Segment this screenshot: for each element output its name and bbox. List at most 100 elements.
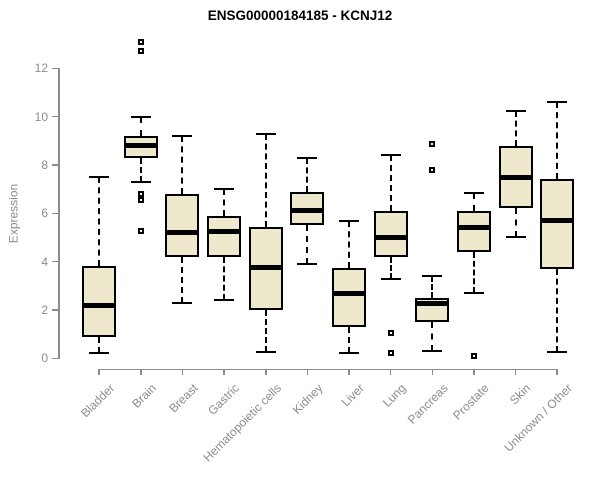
x-tick: [389, 369, 392, 375]
lower-whisker-line: [306, 225, 309, 265]
x-tick-label: Prostate: [450, 381, 492, 423]
lower-whisker-line: [223, 256, 226, 301]
x-axis-line: [98, 368, 558, 370]
iqr-box: [456, 210, 491, 252]
upper-whisker-line: [514, 110, 517, 146]
x-tick-label: Liver: [338, 381, 367, 410]
lower-whisker-cap: [130, 180, 151, 183]
median-line: [415, 301, 450, 307]
lower-whisker-cap: [463, 292, 484, 295]
y-tick: [52, 212, 58, 215]
y-tick-label: 4: [41, 254, 48, 269]
outlier-point: [137, 38, 144, 45]
outlier-point: [429, 141, 436, 148]
x-tick-label: Skin: [507, 381, 534, 408]
median-line: [248, 265, 283, 271]
lower-whisker-cap: [505, 236, 526, 239]
y-tick-label: 8: [41, 157, 48, 172]
y-tick: [52, 67, 58, 69]
x-tick: [473, 369, 475, 375]
y-tick-label: 6: [41, 206, 48, 221]
median-line: [82, 302, 117, 308]
upper-whisker-cap: [339, 219, 360, 222]
upper-whisker-cap: [130, 115, 151, 118]
lower-whisker-line: [139, 157, 142, 182]
chart-title: ENSG00000184185 - KCNJ12: [207, 8, 393, 23]
upper-whisker-cap: [214, 188, 235, 191]
x-tick: [556, 369, 558, 375]
upper-whisker-cap: [422, 275, 443, 278]
upper-whisker-line: [264, 133, 267, 227]
lower-whisker-line: [389, 256, 392, 279]
upper-whisker-line: [431, 276, 434, 298]
upper-whisker-line: [306, 157, 309, 192]
outlier-point: [137, 190, 144, 197]
y-tick: [52, 357, 58, 360]
lower-whisker-cap: [214, 299, 235, 302]
x-tick: [514, 369, 517, 375]
iqr-box: [373, 210, 408, 257]
median-line: [332, 290, 367, 296]
upper-whisker-line: [348, 220, 351, 268]
upper-whisker-line: [223, 189, 226, 216]
median-line: [290, 208, 325, 214]
upper-whisker-line: [389, 155, 392, 211]
outlier-point: [137, 228, 144, 235]
y-tick: [52, 164, 58, 166]
upper-whisker-cap: [547, 101, 568, 104]
upper-whisker-cap: [505, 109, 526, 112]
lower-whisker-line: [98, 336, 101, 354]
y-tick-label: 12: [34, 61, 48, 76]
upper-whisker-line: [98, 177, 101, 267]
x-tick: [431, 369, 434, 375]
x-tick: [265, 369, 267, 375]
outlier-point: [470, 352, 477, 359]
median-line: [373, 234, 408, 240]
x-tick-label: Brain: [129, 381, 159, 411]
outlier-point: [137, 48, 144, 55]
median-line: [498, 174, 533, 180]
upper-whisker-cap: [255, 132, 276, 135]
lower-whisker-cap: [297, 263, 318, 266]
median-line: [123, 143, 158, 149]
upper-whisker-cap: [463, 191, 484, 194]
median-line: [456, 225, 491, 231]
y-tick: [52, 309, 58, 311]
y-axis-line: [58, 68, 60, 360]
upper-whisker-cap: [380, 154, 401, 157]
lower-whisker-cap: [89, 352, 110, 355]
y-tick: [52, 260, 58, 263]
x-tick: [98, 369, 100, 375]
y-tick-label: 10: [34, 109, 48, 124]
lower-whisker-cap: [422, 350, 443, 353]
lower-whisker-line: [181, 256, 184, 303]
x-tick: [181, 369, 184, 375]
median-line: [165, 230, 200, 236]
upper-whisker-cap: [297, 156, 318, 159]
iqr-box: [82, 266, 117, 337]
lower-whisker-line: [264, 309, 267, 353]
outlier-point: [387, 350, 394, 357]
median-line: [540, 218, 575, 224]
lower-whisker-line: [431, 322, 434, 352]
x-tick-label: Lung: [379, 381, 409, 410]
upper-whisker-line: [556, 102, 559, 180]
x-tick-label: Gastric: [205, 381, 243, 418]
median-line: [207, 228, 242, 234]
x-tick-label: Bladder: [77, 381, 118, 421]
upper-whisker-line: [139, 116, 142, 136]
lower-whisker-line: [556, 268, 559, 353]
x-tick-label: Breast: [165, 381, 201, 416]
x-tick-label: Kidney: [289, 381, 326, 417]
lower-whisker-cap: [380, 277, 401, 280]
iqr-box: [207, 215, 242, 257]
outlier-point: [137, 196, 144, 203]
x-tick: [348, 369, 350, 375]
lower-whisker-line: [348, 326, 351, 354]
y-tick-label: 0: [41, 351, 48, 366]
lower-whisker-cap: [255, 351, 276, 354]
upper-whisker-line: [472, 192, 475, 211]
upper-whisker-line: [181, 135, 184, 194]
upper-whisker-cap: [89, 176, 110, 179]
x-tick-label: Pancreas: [404, 381, 451, 427]
